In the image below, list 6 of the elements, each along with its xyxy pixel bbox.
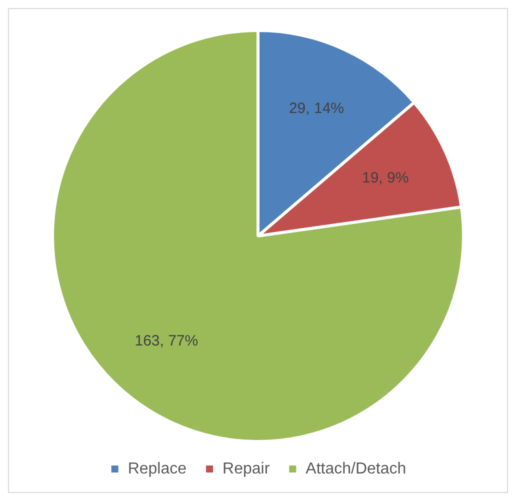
data-label: 29, 14%: [288, 100, 344, 118]
legend-label: Replace: [128, 460, 187, 478]
legend-label: Attach/Detach: [306, 460, 406, 478]
legend-label: Repair: [222, 460, 270, 478]
data-label: 19, 9%: [362, 170, 409, 187]
data-label: 163, 77%: [134, 332, 198, 350]
